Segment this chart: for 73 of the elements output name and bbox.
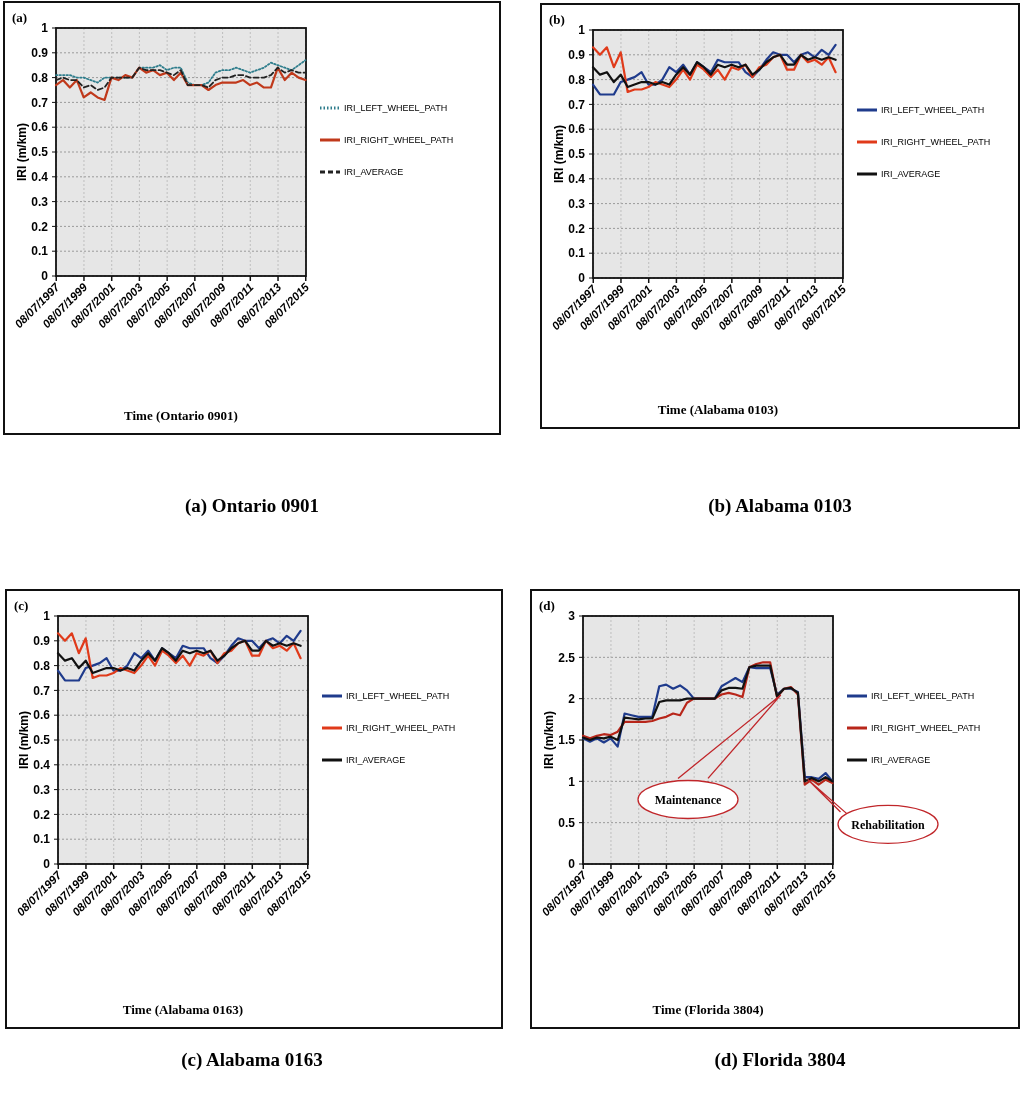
y-tick-label: 0.5 [33, 733, 51, 748]
y-tick-label: 1 [568, 774, 576, 789]
y-tick-label: 0.5 [31, 145, 49, 160]
annotation: Maintenance [654, 792, 722, 807]
legend-label: IRI_AVERAGE [881, 169, 941, 180]
legend-label: IRI_RIGHT_WHEEL_PATH [344, 135, 454, 146]
y-tick-label: 0.6 [568, 122, 586, 137]
y-tick-label: 0.4 [568, 172, 586, 186]
text: (a) Ontario 0901 [184, 495, 320, 517]
y-tick-label: 0.7 [33, 683, 51, 698]
y-tick-label: 0.7 [568, 97, 586, 112]
line-series [54, 66, 307, 102]
y-tick-label: 3 [568, 609, 576, 624]
y-tick-label: 2.5 [558, 650, 576, 665]
legend-label: IRI_LEFT_WHEEL_PATH [871, 691, 975, 702]
legend-label: IRI_RIGHT_WHEEL_PATH [871, 723, 981, 734]
y-tick-label: 1 [43, 609, 51, 624]
legend-label: IRI_AVERAGE [346, 755, 406, 766]
text: (c) Alabama 0163 [181, 1049, 323, 1071]
line-series [55, 66, 307, 91]
y-tick-label: 0.1 [33, 832, 51, 847]
legend-label: IRI_AVERAGE [871, 755, 931, 766]
text: (b) [549, 12, 565, 27]
y-tick-label: 2 [568, 691, 576, 706]
y-tick-label: 0.9 [31, 46, 49, 60]
y-tick-label: 0.7 [31, 95, 49, 110]
y-tick-label: 0.2 [33, 807, 51, 822]
y-tick-label: 0 [578, 271, 586, 286]
y-tick-label: 0 [568, 857, 576, 872]
text: (c) [14, 598, 29, 613]
y-axis-title: IRI (m/km) [17, 710, 31, 770]
y-tick-label: 0.1 [31, 244, 49, 259]
y-tick-label: 1 [578, 23, 586, 38]
y-tick-label: 1 [41, 21, 49, 36]
y-tick-label: 0.4 [31, 170, 49, 184]
y-tick-label: 0.5 [568, 147, 586, 162]
y-tick-label: 0.2 [568, 221, 586, 236]
y-axis-title: IRI (m/km) [542, 710, 556, 770]
x-axis-title: Time (Alabama 0163) [122, 1002, 244, 1017]
legend-label: IRI_LEFT_WHEEL_PATH [346, 691, 450, 702]
y-tick-label: 0.6 [31, 120, 49, 135]
y-tick-label: 0.3 [568, 196, 586, 211]
y-tick-label: 0.8 [33, 658, 51, 673]
text: Rehabilitation [851, 817, 925, 832]
y-tick-label: 0.3 [31, 194, 49, 209]
x-axis-title: Time (Alabama 0103) [657, 402, 779, 417]
legend-label: IRI_AVERAGE [344, 167, 404, 178]
legend-label: IRI_RIGHT_WHEEL_PATH [881, 137, 991, 148]
text: (d) Florida 3804 [714, 1049, 846, 1071]
legend-label: IRI_LEFT_WHEEL_PATH [344, 103, 448, 114]
y-tick-label: 0 [43, 857, 51, 872]
y-tick-label: 0.4 [33, 758, 51, 772]
text: (d) [539, 598, 555, 613]
y-tick-label: 0.5 [558, 815, 576, 830]
y-tick-label: 0 [41, 269, 49, 284]
y-tick-label: 0.3 [33, 782, 51, 797]
line-series [55, 59, 307, 86]
x-axis-title: Time (Florida 3804) [652, 1002, 764, 1017]
y-tick-label: 0.1 [568, 246, 586, 261]
y-axis-title: IRI (m/km) [552, 124, 566, 184]
text: (b) Alabama 0103 [708, 495, 852, 517]
y-axis-title: IRI (m/km) [15, 122, 29, 182]
y-tick-label: 0.9 [568, 48, 586, 62]
y-tick-label: 0.9 [33, 634, 51, 648]
text: (a) [12, 10, 28, 25]
y-tick-label: 0.8 [31, 70, 49, 85]
y-tick-label: 0.6 [33, 708, 51, 723]
y-tick-label: 0.2 [31, 219, 49, 234]
y-tick-label: 1.5 [558, 733, 576, 748]
legend-label: IRI_RIGHT_WHEEL_PATH [346, 723, 456, 734]
x-axis-title: Time (Ontario 0901) [124, 408, 238, 423]
legend-label: IRI_LEFT_WHEEL_PATH [881, 105, 985, 116]
y-tick-label: 0.8 [568, 72, 586, 87]
